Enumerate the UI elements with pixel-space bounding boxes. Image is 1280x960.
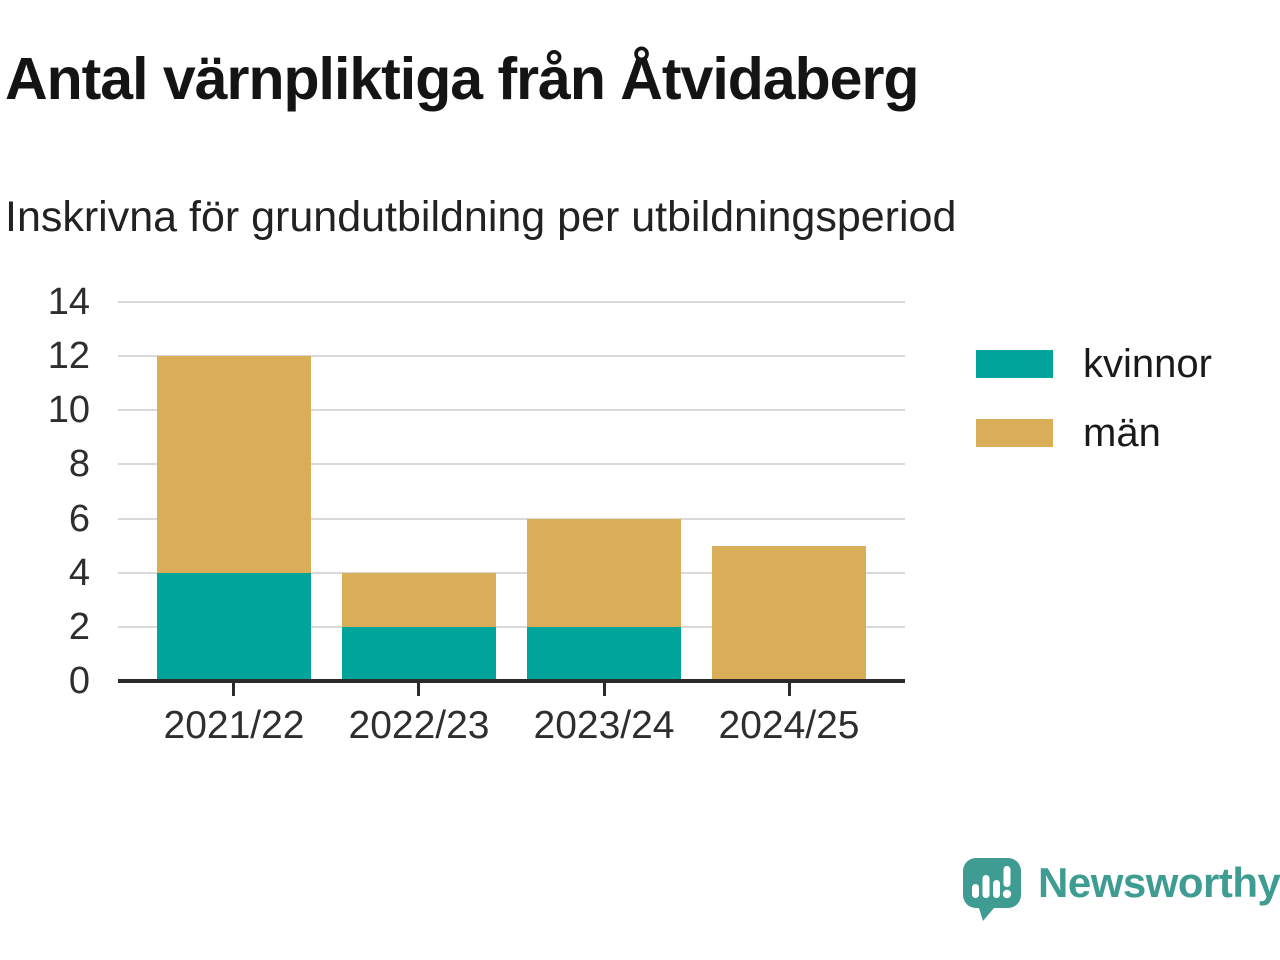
legend-label-kvinnor: kvinnor	[1083, 342, 1212, 386]
x-axis-tick	[417, 683, 420, 696]
legend-swatch-kvinnor	[976, 350, 1053, 378]
x-axis-tick-label: 2021/22	[163, 704, 305, 747]
y-axis-tick-label: 4	[68, 551, 90, 594]
newsworthy-wordmark: Newsworthy	[1038, 859, 1280, 906]
legend-item-kvinnor: kvinnor	[976, 344, 1212, 384]
x-axis-tick-label: 2022/23	[348, 704, 490, 747]
gridline	[118, 409, 905, 412]
chart-title: Antal värnpliktiga från Åtvidaberg	[5, 46, 919, 112]
bar-segment-2022-23-män	[342, 572, 496, 627]
y-axis-tick-label: 6	[68, 497, 90, 540]
legend-item-män: män	[976, 413, 1212, 453]
x-axis-tick	[788, 683, 791, 696]
y-axis-tick-label: 8	[68, 443, 90, 486]
y-axis-tick-label: 12	[47, 335, 90, 378]
bar-segment-2023-24-män	[527, 518, 681, 627]
x-axis-tick	[603, 683, 606, 696]
y-axis-tick-label: 0	[68, 660, 90, 702]
gridline	[118, 463, 905, 466]
bar-segment-2023-24-kvinnor	[527, 626, 681, 681]
legend-swatch-män	[976, 419, 1053, 447]
legend: kvinnor män	[976, 344, 1212, 482]
y-axis-labels: 0 2 4 6 8 10 12 14	[0, 281, 90, 702]
newsworthy-branding[interactable]: Newsworthy	[963, 858, 1280, 924]
chart-subtitle: Inskrivna för grundutbildning per utbild…	[5, 193, 957, 241]
gridline	[118, 571, 905, 574]
gridline	[118, 517, 905, 520]
y-axis-tick-label: 10	[47, 389, 90, 432]
gridline	[118, 355, 905, 358]
y-axis-tick-label: 14	[47, 281, 90, 323]
bar-segment-2021-22-kvinnor	[157, 572, 311, 681]
y-axis-tick-label: 2	[68, 605, 90, 648]
x-axis-tick-label: 2023/24	[533, 704, 675, 747]
gridline	[118, 301, 905, 303]
x-axis-labels: 2021/22 2022/23 2023/24 2024/25	[118, 700, 905, 752]
x-axis-line	[118, 679, 905, 683]
bar-segment-2021-22-män	[157, 356, 311, 573]
x-axis-tick-label: 2024/25	[718, 704, 860, 747]
bar-segment-2022-23-kvinnor	[342, 626, 496, 681]
bar-segment-2024-25-män	[712, 545, 866, 681]
gridline	[118, 625, 905, 628]
newsworthy-logo-icon	[963, 858, 1021, 921]
x-axis-tick	[232, 683, 235, 696]
plot-area	[118, 301, 905, 696]
legend-label-män: män	[1083, 411, 1161, 455]
